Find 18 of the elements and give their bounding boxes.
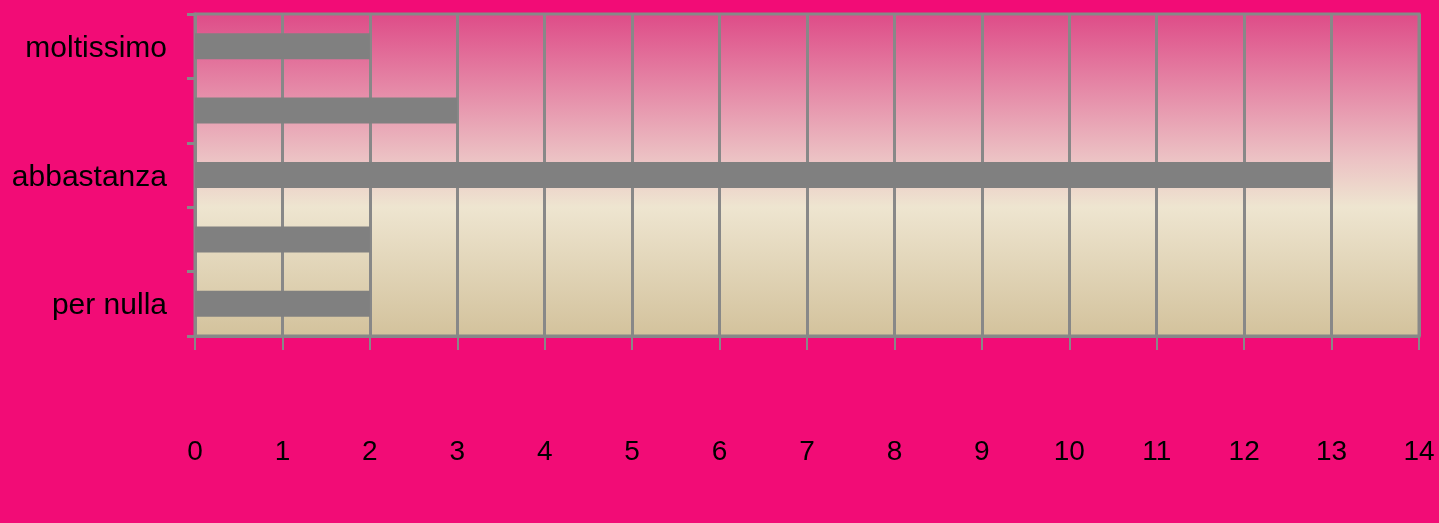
x-tick-label: 9	[974, 434, 990, 466]
x-tick-label: 13	[1315, 434, 1348, 466]
y-tick-label: per nulla	[51, 287, 168, 321]
x-tick-label: 2	[362, 434, 378, 466]
x-tick-label: 3	[449, 434, 466, 466]
x-tick-label: 11	[1142, 434, 1172, 466]
x-tick-label: 12	[1228, 434, 1260, 466]
y-tick-label: abbastanza	[11, 158, 168, 192]
x-tick-label: 5	[624, 434, 640, 466]
x-tick-label: 7	[799, 434, 815, 466]
x-tick-label: 14	[1403, 434, 1435, 466]
x-tick-label: 1	[274, 434, 291, 466]
y-tick-label: moltissimo	[25, 29, 167, 63]
x-tick-label: 10	[1053, 434, 1085, 466]
x-tick-label: 8	[886, 434, 903, 466]
x-tick-label: 0	[187, 434, 203, 466]
x-tick-label: 6	[711, 434, 728, 466]
x-tick-label: 4	[536, 434, 553, 466]
